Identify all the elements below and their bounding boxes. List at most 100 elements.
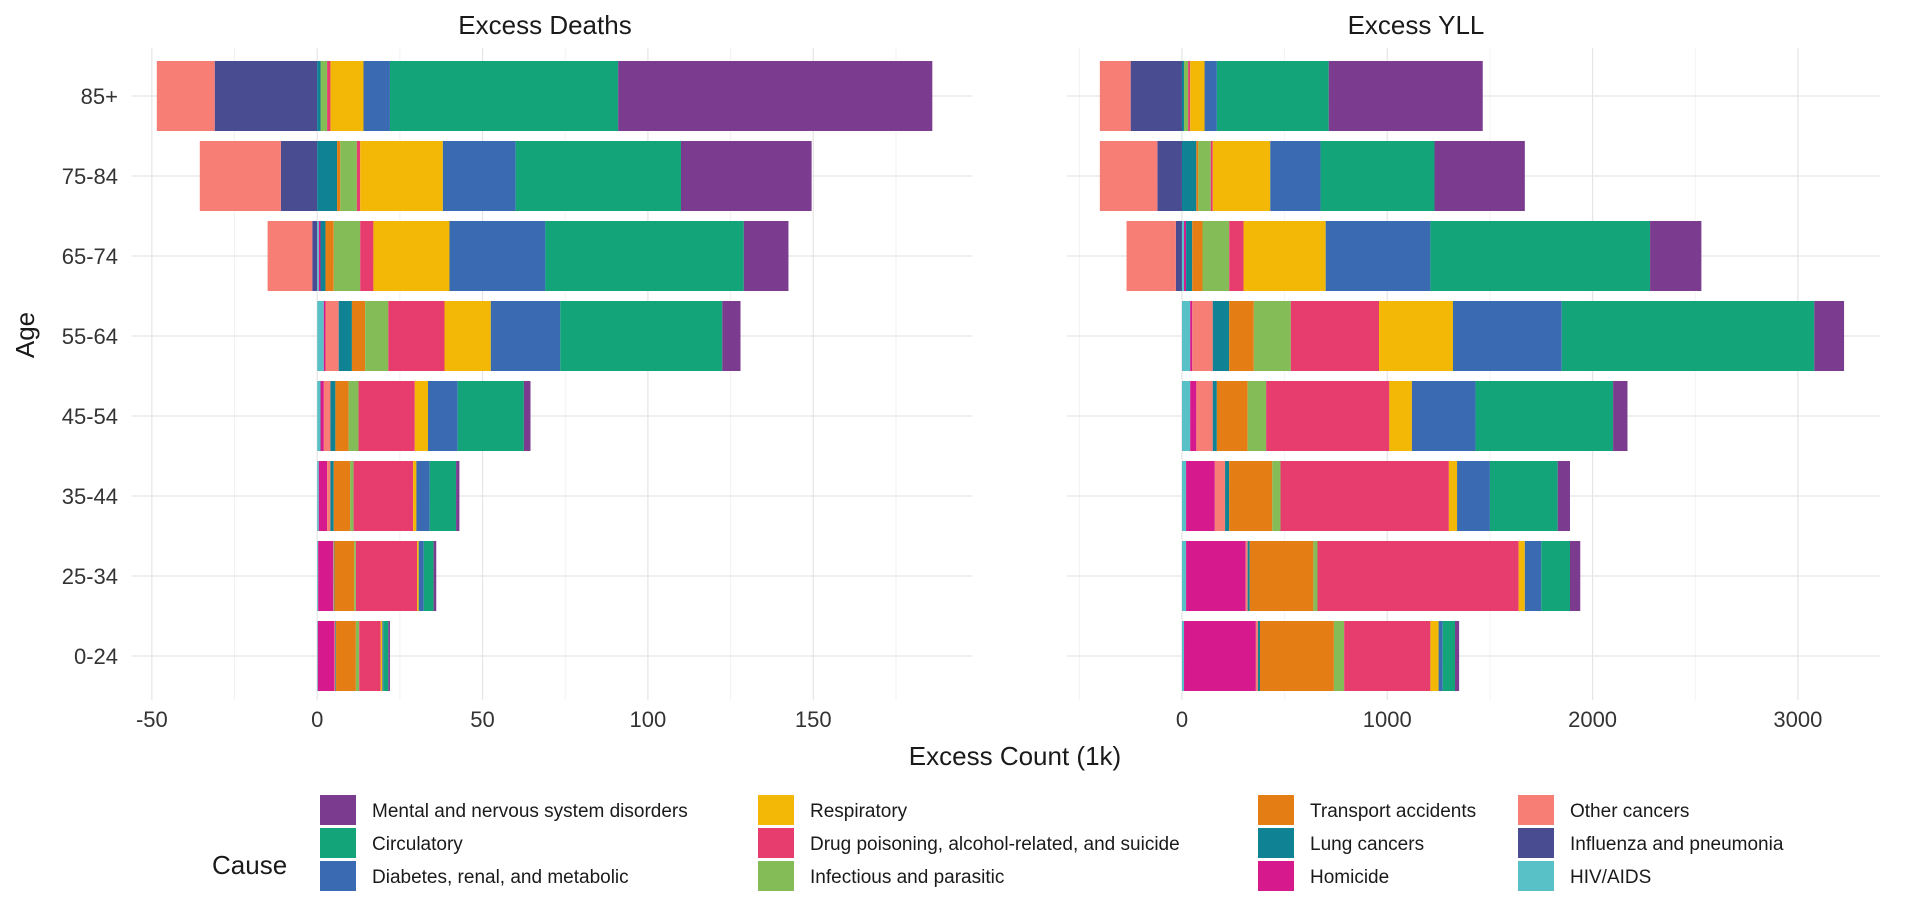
bar-excess-yll-0-24-lung-cancers	[1257, 621, 1260, 691]
legend-label-influenza-and-pneumonia: Influenza and pneumonia	[1570, 834, 1784, 855]
x-tick-label-excess-deaths: 150	[795, 707, 832, 732]
bar-excess-deaths-55-64-hiv-aids	[317, 301, 324, 371]
panel-title-excess-deaths: Excess Deaths	[458, 10, 631, 40]
bar-excess-yll-65-74-infectious-and-parasitic	[1202, 221, 1230, 291]
x-tick-label-excess-deaths: 0	[311, 707, 323, 732]
bar-excess-deaths-45-54-hiv-aids	[317, 381, 321, 451]
bar-excess-yll-25-34-drug-poisoning-alcohol-related-and-suicide	[1317, 541, 1519, 611]
x-axis-title: Excess Count (1k)	[909, 741, 1121, 771]
bar-excess-yll-85-other-cancers	[1099, 61, 1131, 131]
bar-excess-yll-65-74-diabetes-renal-and-metabolic	[1325, 221, 1431, 291]
bar-excess-yll-55-64-homicide	[1190, 301, 1193, 371]
bar-excess-yll-45-54-hiv-aids	[1181, 381, 1191, 451]
bar-excess-yll-85-infectious-and-parasitic	[1184, 61, 1189, 131]
bar-excess-deaths-45-54-infectious-and-parasitic	[348, 381, 359, 451]
bar-excess-deaths-65-74-diabetes-renal-and-metabolic	[449, 221, 546, 291]
bar-excess-deaths-85-diabetes-renal-and-metabolic	[363, 61, 390, 131]
y-tick-label: 85+	[81, 84, 118, 109]
bar-excess-yll-35-44-respiratory	[1448, 461, 1458, 531]
bar-excess-yll-35-44-other-cancers	[1214, 461, 1226, 531]
legend-label-hiv-aids: HIV/AIDS	[1570, 867, 1651, 888]
bar-excess-deaths-35-44-lung-cancers	[330, 461, 334, 531]
bars-excess-deaths	[156, 61, 933, 691]
bar-excess-deaths-75-84-lung-cancers	[317, 141, 338, 211]
bar-excess-yll-0-24-mental-and-nervous-system-disorders	[1455, 621, 1460, 691]
bar-excess-yll-55-64-infectious-and-parasitic	[1253, 301, 1291, 371]
bar-excess-yll-65-74-hiv-aids	[1181, 221, 1185, 291]
legend-swatch-respiratory	[758, 795, 794, 825]
bar-excess-deaths-75-84-mental-and-nervous-system-disorders	[680, 141, 812, 211]
bar-excess-yll-35-44-hiv-aids	[1181, 461, 1187, 531]
bar-excess-deaths-65-74-respiratory	[373, 221, 450, 291]
bar-excess-deaths-85-infectious-and-parasitic	[320, 61, 328, 131]
y-axis-ticks: 85+ 75-84 65-74 55-64 45-54 35-44 25-34 0-24	[62, 84, 118, 669]
bar-excess-yll-0-24-diabetes-renal-and-metabolic	[1438, 621, 1443, 691]
bar-excess-yll-0-24-homicide	[1184, 621, 1256, 691]
bar-excess-yll-45-54-circulatory	[1475, 381, 1614, 451]
bar-excess-deaths-55-64-other-cancers	[325, 301, 339, 371]
bar-excess-deaths-35-44-homicide	[318, 461, 328, 531]
bar-excess-deaths-55-64-lung-cancers	[338, 301, 352, 371]
legend-swatch-other-cancers	[1518, 795, 1554, 825]
x-tick-label-excess-deaths: -50	[136, 707, 168, 732]
bar-excess-deaths-75-84-infectious-and-parasitic	[340, 141, 357, 211]
bar-excess-deaths-85-mental-and-nervous-system-disorders	[618, 61, 933, 131]
bar-excess-deaths-0-24-circulatory	[383, 621, 389, 691]
bar-excess-yll-75-84-transport-accidents	[1196, 141, 1199, 211]
bar-excess-yll-0-24-infectious-and-parasitic	[1333, 621, 1345, 691]
bar-excess-yll-75-84-influenza-and-pneumonia	[1157, 141, 1182, 211]
legend-label-homicide: Homicide	[1310, 867, 1389, 888]
x-tick-label-excess-yll: 0	[1176, 707, 1188, 732]
bar-excess-deaths-0-24-hiv-aids	[317, 621, 318, 691]
bar-excess-yll-45-54-other-cancers	[1196, 381, 1213, 451]
bar-excess-deaths-0-24-lung-cancers	[335, 621, 337, 691]
bar-excess-deaths-45-54-mental-and-nervous-system-disorders	[523, 381, 531, 451]
bar-excess-yll-45-54-lung-cancers	[1212, 381, 1217, 451]
bar-excess-yll-85-respiratory	[1190, 61, 1205, 131]
bar-excess-deaths-0-24-infectious-and-parasitic	[355, 621, 360, 691]
bar-excess-yll-45-54-diabetes-renal-and-metabolic	[1411, 381, 1476, 451]
bar-excess-deaths-85-influenza-and-pneumonia	[214, 61, 318, 131]
bar-excess-deaths-55-64-respiratory	[444, 301, 491, 371]
bar-excess-yll-35-44-diabetes-renal-and-metabolic	[1457, 461, 1490, 531]
x-tick-label-excess-deaths: 100	[630, 707, 667, 732]
bar-excess-deaths-45-54-homicide	[320, 381, 324, 451]
bar-excess-deaths-75-84-respiratory	[360, 141, 443, 211]
bar-excess-deaths-35-44-drug-poisoning-alcohol-related-and-suicide	[353, 461, 414, 531]
bar-excess-deaths-25-34-diabetes-renal-and-metabolic	[418, 541, 424, 611]
bar-excess-deaths-35-44-mental-and-nervous-system-disorders	[456, 461, 460, 531]
bars-excess-yll	[1099, 61, 1845, 691]
bar-excess-deaths-0-24-respiratory	[380, 621, 383, 691]
bar-excess-yll-45-54-homicide	[1190, 381, 1197, 451]
y-axis-title: Age	[10, 312, 40, 358]
legend-swatch-lung-cancers	[1258, 828, 1294, 858]
legend-swatch-homicide	[1258, 861, 1294, 891]
legend-swatch-infectious-and-parasitic	[758, 861, 794, 891]
bar-excess-yll-85-lung-cancers	[1181, 61, 1185, 131]
bar-excess-deaths-35-44-transport-accidents	[333, 461, 351, 531]
bar-excess-yll-55-64-transport-accidents	[1229, 301, 1254, 371]
bar-excess-yll-35-44-lung-cancers	[1225, 461, 1230, 531]
bar-excess-yll-55-64-other-cancers	[1192, 301, 1213, 371]
bar-excess-yll-0-24-respiratory	[1430, 621, 1439, 691]
bar-excess-deaths-45-54-drug-poisoning-alcohol-related-and-suicide	[358, 381, 415, 451]
bar-excess-deaths-25-34-other-cancers	[333, 541, 334, 611]
bar-excess-deaths-0-24-transport-accidents	[336, 621, 356, 691]
bar-excess-yll-35-44-transport-accidents	[1229, 461, 1273, 531]
y-tick-label: 65-74	[62, 244, 118, 269]
bar-excess-yll-65-74-circulatory	[1430, 221, 1651, 291]
bar-excess-yll-55-64-hiv-aids	[1181, 301, 1191, 371]
bar-excess-deaths-35-44-infectious-and-parasitic	[350, 461, 354, 531]
bar-excess-deaths-45-54-lung-cancers	[330, 381, 336, 451]
bar-excess-deaths-45-54-circulatory	[457, 381, 524, 451]
y-tick-label: 0-24	[74, 644, 118, 669]
bar-excess-deaths-55-64-homicide	[323, 301, 326, 371]
bar-excess-deaths-35-44-respiratory	[413, 461, 417, 531]
bar-excess-deaths-65-74-mental-and-nervous-system-disorders	[743, 221, 789, 291]
x-tick-label-excess-yll: 1000	[1363, 707, 1412, 732]
bar-excess-yll-65-74-other-cancers	[1126, 221, 1176, 291]
bar-excess-yll-75-84-lung-cancers	[1181, 141, 1197, 211]
bar-excess-deaths-0-24-other-cancers	[334, 621, 336, 691]
bar-excess-deaths-75-84-drug-poisoning-alcohol-related-and-suicide	[356, 141, 361, 211]
bar-excess-deaths-75-84-other-cancers	[199, 141, 281, 211]
